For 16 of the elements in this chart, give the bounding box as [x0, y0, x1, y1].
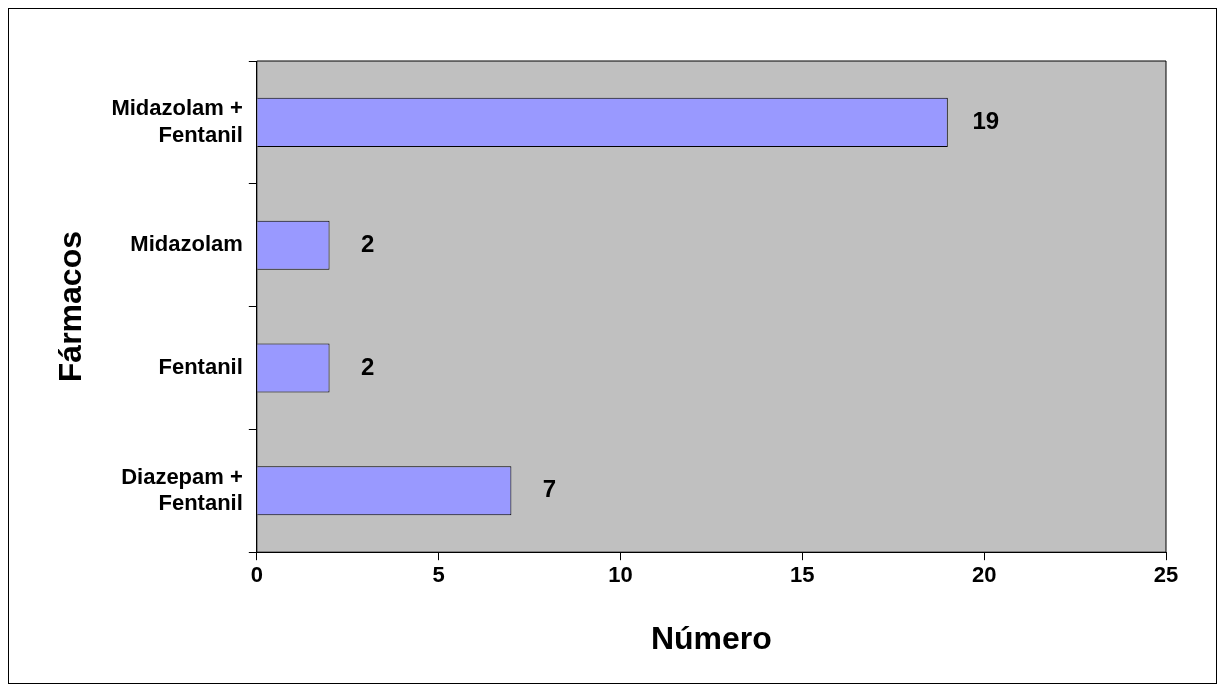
data-label: 19 — [972, 107, 1000, 135]
data-label: 2 — [360, 229, 375, 257]
x-tick-label: 10 — [608, 562, 633, 588]
x-tick-label: 20 — [971, 562, 997, 588]
y-tick-label: Diazepam + Fentanil — [121, 463, 243, 516]
x-tick-label: 0 — [250, 562, 263, 588]
data-label: 7 — [542, 475, 557, 503]
y-axis-title: Fármacos — [52, 231, 89, 383]
y-tick-label: Midazolam — [130, 231, 243, 257]
x-axis-title: Número — [650, 619, 772, 656]
x-tick-label: 25 — [1153, 562, 1179, 588]
y-tick-label: Fentanil — [158, 354, 243, 380]
x-tick-label: 15 — [790, 562, 815, 588]
y-tick-label: Midazolam + Fentanil — [111, 95, 243, 147]
data-label: 2 — [360, 352, 375, 380]
x-tick-label: 5 — [432, 562, 445, 588]
